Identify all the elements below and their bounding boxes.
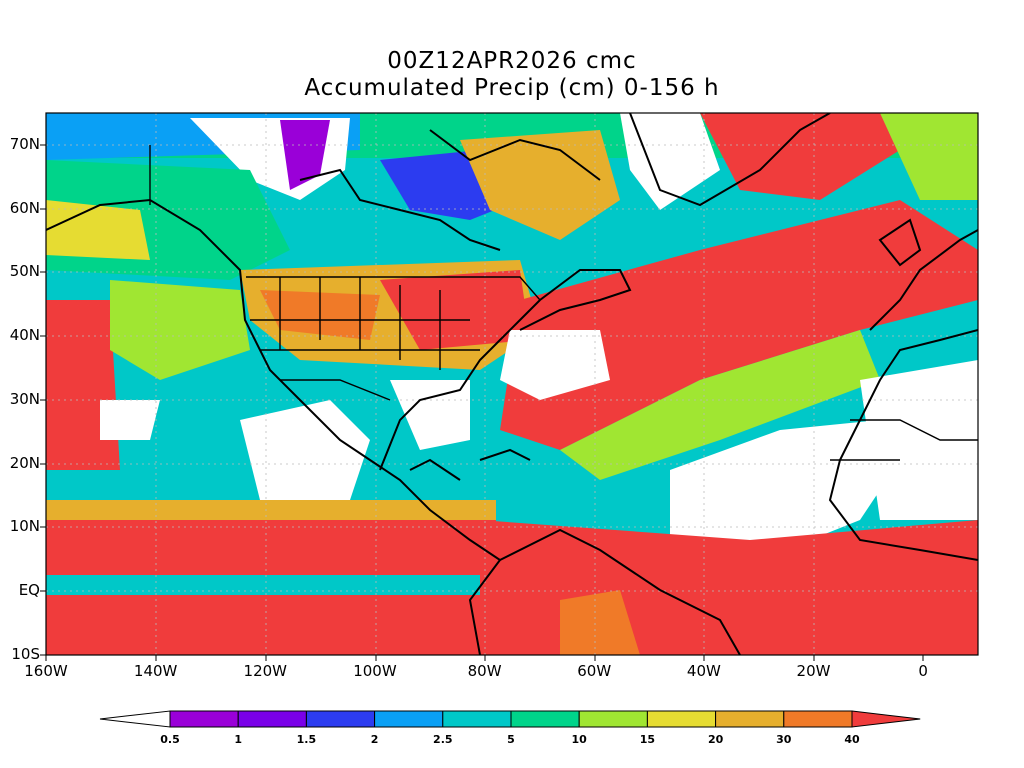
lon-label: 160W	[24, 662, 68, 680]
lat-label: 70N	[9, 134, 40, 153]
lat-label: 60N	[9, 198, 40, 217]
colorbar-label: 30	[776, 733, 792, 746]
lon-label: 60W	[577, 662, 612, 680]
colorbar-cell	[578, 710, 648, 728]
colorbar-above-triangle	[851, 710, 921, 728]
lat-label: 50N	[9, 262, 40, 281]
colorbar-label: 2	[370, 733, 379, 746]
tick-marks	[40, 144, 924, 661]
lon-label: 140W	[133, 662, 178, 680]
colorbar-cell	[715, 710, 785, 728]
colorbar-cell	[442, 710, 512, 728]
map-frame	[45, 112, 979, 656]
lat-label: 20N	[9, 453, 40, 472]
colorbar	[99, 710, 921, 728]
lon-label: 100W	[353, 662, 397, 680]
colorbar-cell	[783, 710, 853, 728]
colorbar-label: 10	[571, 733, 587, 746]
colorbar-cell	[510, 710, 580, 728]
colorbar-below-triangle	[99, 710, 171, 728]
colorbar-cell	[169, 710, 239, 728]
colorbar-label: 0.5	[160, 733, 180, 746]
colorbar-cell	[237, 710, 307, 728]
colorbar-label: 40	[844, 733, 860, 746]
colorbar-cell	[646, 710, 717, 728]
lon-label: 120W	[243, 662, 288, 680]
colorbar-cell	[374, 710, 444, 728]
graticule	[46, 113, 978, 655]
colorbar-label: 2.5	[433, 733, 453, 746]
lon-label: 20W	[796, 662, 831, 680]
colorbar-label: 15	[639, 733, 656, 746]
colorbar-label: 20	[707, 733, 724, 746]
colorbar-cell	[305, 710, 376, 728]
lon-label: 40W	[686, 662, 721, 680]
lat-label: 10N	[9, 517, 40, 536]
borders	[149, 145, 978, 461]
lat-label: EQ	[18, 581, 40, 600]
lon-label: 80W	[467, 662, 502, 680]
colorbar-label: 5	[507, 733, 515, 746]
map-subtitle: Accumulated Precip (cm) 0-156 h	[304, 75, 720, 101]
lat-label: 40N	[9, 326, 40, 345]
lat-label: 10S	[11, 645, 40, 663]
lon-label: 0	[918, 662, 928, 680]
map-title: 00Z12APR2026 cmc	[387, 48, 637, 74]
colorbar-label: 1.5	[296, 733, 317, 746]
lat-label: 30N	[9, 389, 40, 408]
coastlines	[46, 113, 978, 655]
colorbar-label: 1	[234, 733, 243, 746]
precip-field	[46, 113, 978, 655]
